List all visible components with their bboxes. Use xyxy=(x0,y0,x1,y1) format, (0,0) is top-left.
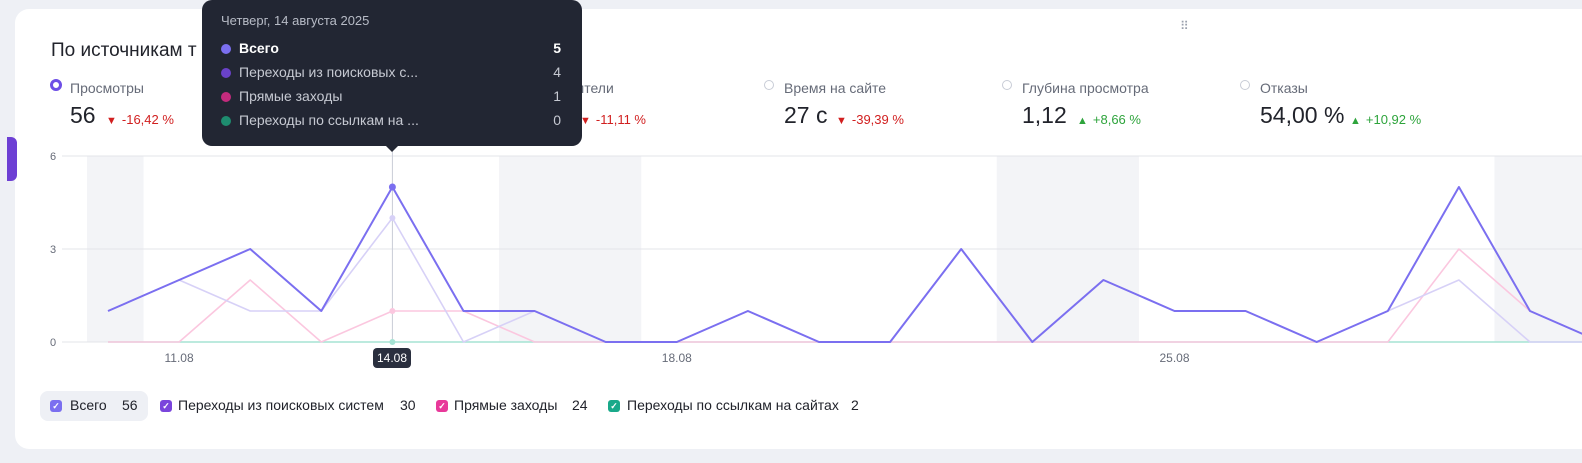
y-tick-label: 0 xyxy=(50,337,56,349)
series-line xyxy=(107,186,1582,343)
metric-value: 27 с xyxy=(784,102,828,128)
legend-count: 2 xyxy=(851,397,859,413)
legend-item-links[interactable]: ✓ Переходы по ссылкам на сайтах 2 xyxy=(608,391,868,421)
series-dot-icon xyxy=(221,92,231,102)
drag-handle-icon[interactable]: ⠿ xyxy=(1180,19,1189,33)
hover-point xyxy=(389,215,396,221)
metric-label: Время на сайте xyxy=(784,80,887,96)
tooltip-label: Всего xyxy=(239,40,279,56)
up-triangle-icon: ▲ xyxy=(1350,115,1361,127)
legend-label: Прямые заходы xyxy=(454,397,558,413)
x-tick-label: 25.08 xyxy=(1159,351,1189,365)
series-dot-icon xyxy=(221,44,231,54)
series-dot-icon xyxy=(221,116,231,126)
x-axis-hover-badge: 14.08 xyxy=(373,348,411,368)
tooltip-pointer xyxy=(384,144,400,152)
metric-delta: ▼ -11,11 % xyxy=(580,112,646,127)
metric-value: 54,00 % xyxy=(1260,102,1345,128)
tooltip-row: Переходы по ссылкам на ... 0 xyxy=(221,111,565,131)
side-tab[interactable] xyxy=(7,137,17,181)
up-triangle-icon: ▲ xyxy=(1077,115,1088,127)
hover-point xyxy=(389,339,396,345)
metric-delta: ▲ +8,66 % xyxy=(1077,112,1141,127)
metric-label: Отказы xyxy=(1260,80,1308,96)
legend-count: 30 xyxy=(400,397,416,413)
legend-count: 24 xyxy=(572,397,588,413)
tooltip-row: Переходы из поисковых с... 4 xyxy=(221,63,565,83)
x-tick-label: 18.08 xyxy=(662,351,692,365)
down-triangle-icon: ▼ xyxy=(106,115,117,127)
tooltip-label: Переходы по ссылкам на ... xyxy=(239,112,419,128)
checkbox-icon[interactable]: ✓ xyxy=(160,400,172,412)
metric-radio[interactable] xyxy=(1002,80,1012,90)
hover-point xyxy=(388,183,396,191)
tooltip-value: 0 xyxy=(553,112,561,128)
legend-item-total[interactable]: ✓ Всего 56 xyxy=(40,391,148,421)
tooltip-row: Всего 5 xyxy=(221,39,565,59)
checkbox-icon[interactable]: ✓ xyxy=(50,400,62,412)
checkbox-icon[interactable]: ✓ xyxy=(608,400,620,412)
tooltip-value: 1 xyxy=(553,88,561,104)
metric-delta: ▼ -16,42 % xyxy=(106,112,174,127)
x-tick-label: 11.08 xyxy=(165,351,194,365)
metric-label: Просмотры xyxy=(70,80,144,96)
tooltip-value: 5 xyxy=(553,40,561,56)
tooltip-date: Четверг, 14 августа 2025 xyxy=(221,13,370,28)
legend-label: Переходы по ссылкам на сайтах xyxy=(627,397,839,413)
hover-point xyxy=(389,308,396,314)
metric-delta: ▲ +10,92 % xyxy=(1350,112,1422,127)
metric-radio[interactable] xyxy=(764,80,774,90)
metric-label: Глубина просмотра xyxy=(1022,80,1149,96)
widget-title: По источникам т xyxy=(51,40,197,61)
tooltip-value: 4 xyxy=(553,64,561,80)
legend-item-search[interactable]: ✓ Переходы из поисковых систем 30 xyxy=(158,391,428,421)
metric-value: 56 xyxy=(70,102,96,128)
tooltip-row: Прямые заходы 1 xyxy=(221,87,565,107)
legend-count: 56 xyxy=(122,397,138,413)
metric-value: 1,12 xyxy=(1022,102,1067,128)
down-triangle-icon: ▼ xyxy=(580,115,591,127)
chart-tooltip: Четверг, 14 августа 2025 Всего 5 Переход… xyxy=(202,0,582,152)
tooltip-label: Переходы из поисковых с... xyxy=(239,64,418,80)
y-tick-label: 3 xyxy=(50,244,56,256)
metric-radio[interactable] xyxy=(50,79,62,91)
legend-label: Всего xyxy=(70,397,107,413)
checkbox-icon[interactable]: ✓ xyxy=(436,400,448,412)
legend-item-direct[interactable]: ✓ Прямые заходы 24 xyxy=(434,391,594,421)
metric-radio[interactable] xyxy=(1240,80,1250,90)
y-tick-label: 6 xyxy=(50,151,56,163)
tooltip-label: Прямые заходы xyxy=(239,88,343,104)
legend-label: Переходы из поисковых систем xyxy=(178,397,384,413)
down-triangle-icon: ▼ xyxy=(836,115,847,127)
metric-delta: ▼ -39,39 % xyxy=(836,112,904,127)
series-dot-icon xyxy=(221,68,231,78)
